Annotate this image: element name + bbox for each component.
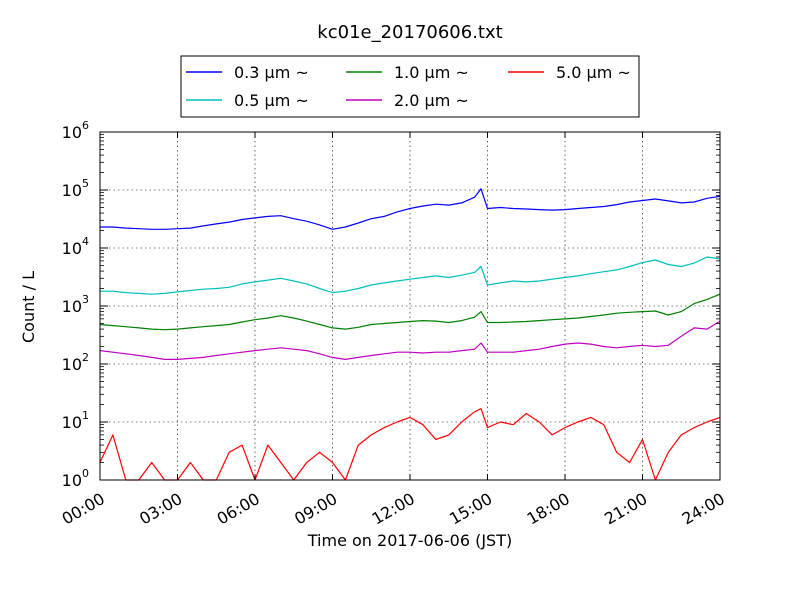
y-tick-exponent: 3 xyxy=(82,293,89,306)
series-line-2 xyxy=(99,293,721,331)
y-tick-base: 10 xyxy=(62,413,82,432)
x-tick-label: 03:00 xyxy=(136,489,185,529)
y-tick-exponent: 5 xyxy=(82,177,89,190)
y-tick-exponent: 6 xyxy=(82,119,89,132)
y-tick-exponent: 4 xyxy=(82,235,89,248)
y-tick-base: 10 xyxy=(62,471,82,490)
legend-label: 1.0 μm ~ xyxy=(394,63,469,82)
legend-label: 0.5 μm ~ xyxy=(234,91,309,110)
x-tick-label: 18:00 xyxy=(524,489,573,529)
x-tick-label: 00:00 xyxy=(59,489,108,529)
y-axis-label: Count / L xyxy=(19,271,38,343)
series-line-0 xyxy=(100,188,721,230)
legend-label: 5.0 μm ~ xyxy=(556,63,631,82)
series-line-3 xyxy=(99,320,721,360)
y-tick-base: 10 xyxy=(62,239,82,258)
y-tick-base: 10 xyxy=(62,297,82,316)
y-tick-label: 10 xyxy=(62,123,82,142)
y-tick-base: 10 xyxy=(62,355,82,374)
x-tick-label: 06:00 xyxy=(214,489,263,529)
legend-box xyxy=(180,55,640,118)
y-tick-label: 10 xyxy=(62,181,82,200)
x-tick-label: 15:00 xyxy=(446,489,495,529)
legend-label: 0.3 μm ~ xyxy=(234,63,309,82)
y-tick-label: 10 xyxy=(62,239,82,258)
y-tick-exponent: 1 xyxy=(82,409,89,422)
series-line-1 xyxy=(100,256,721,295)
x-tick-label: 12:00 xyxy=(369,489,418,529)
y-tick-label: 10 xyxy=(62,413,82,432)
y-tick-exponent: 0 xyxy=(82,467,89,480)
grid xyxy=(100,132,720,480)
y-tick-exponent: 2 xyxy=(82,351,89,364)
y-tick-label: 10 xyxy=(62,355,82,374)
y-tick-label: 10 xyxy=(62,297,82,316)
y-tick-base: 10 xyxy=(62,181,82,200)
legend-label: 2.0 μm ~ xyxy=(394,91,469,110)
legend: 0.3 μm ~ 0.5 μm ~ 1.0 μm ~ 2.0 μm ~ 5.0 μm ~ xyxy=(180,55,640,118)
y-tick-base: 10 xyxy=(62,123,82,142)
y-tick-label: 10 xyxy=(62,471,82,490)
series-line-4 xyxy=(99,408,721,481)
x-tick-label: 21:00 xyxy=(601,489,650,529)
ticks: 00:00 03:00 06:00 09:00 12:00 15:00 18:00 21:00… xyxy=(59,119,728,529)
x-axis-label: Time on 2017-06-06 (JST) xyxy=(307,531,512,550)
x-tick-label: 09:00 xyxy=(291,489,340,529)
x-tick-label: 24:00 xyxy=(679,489,728,529)
chart-title: kc01e_20170606.txt xyxy=(317,22,502,43)
